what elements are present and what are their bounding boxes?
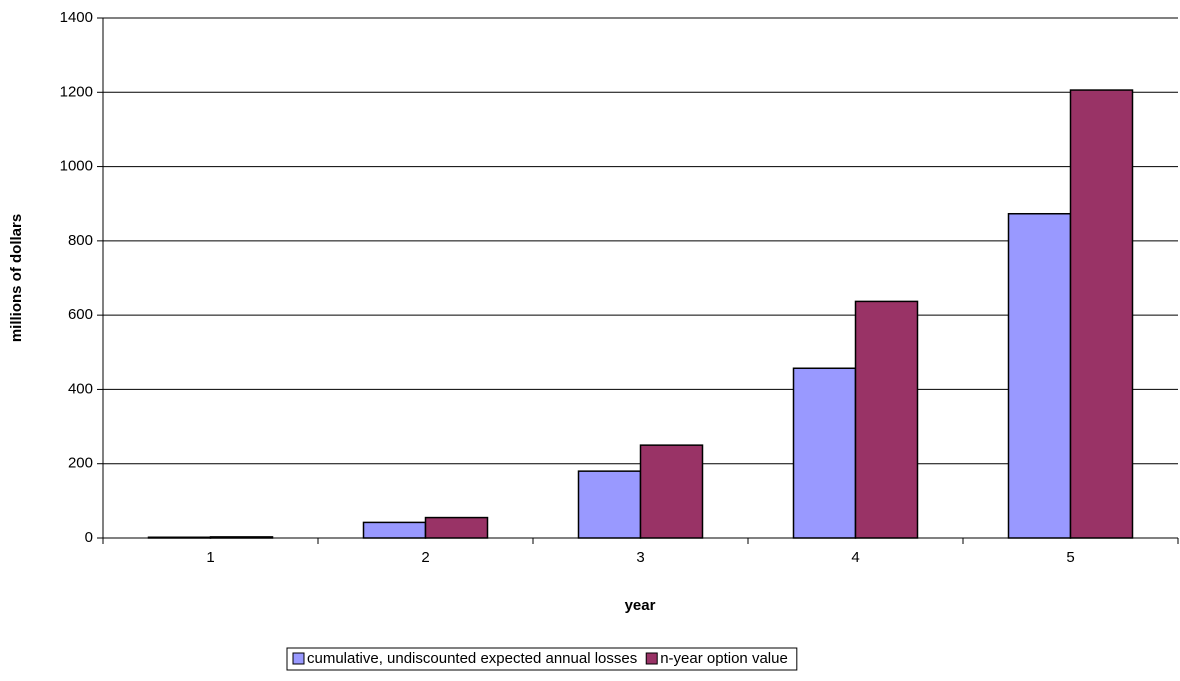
- bar: [362, 521, 427, 539]
- y-tick-label: 1400: [60, 9, 93, 26]
- x-tick-label: 5: [1066, 549, 1074, 566]
- bar: [577, 470, 642, 539]
- y-axis-title: millions of dollars: [8, 214, 25, 342]
- x-tick-label: 1: [206, 549, 214, 566]
- x-tick-label: 2: [421, 549, 429, 566]
- x-axis-title: year: [625, 597, 656, 614]
- x-tick-label: 4: [851, 549, 859, 566]
- bar: [792, 367, 857, 539]
- legend-label: cumulative, undiscounted expected annual…: [307, 650, 637, 667]
- bar: [1069, 89, 1134, 539]
- y-tick-label: 0: [85, 529, 93, 546]
- y-tick-label: 1200: [60, 83, 93, 100]
- bar: [639, 444, 704, 539]
- y-tick-label: 1000: [60, 158, 93, 175]
- y-tick-label: 400: [68, 380, 93, 397]
- bar: [424, 516, 489, 539]
- y-tick-label: 200: [68, 455, 93, 472]
- x-tick-label: 3: [636, 549, 644, 566]
- legend-swatch: [645, 652, 658, 665]
- y-tick-label: 600: [68, 306, 93, 323]
- legend-label: n-year option value: [660, 650, 788, 667]
- y-tick-label: 800: [68, 232, 93, 249]
- bar: [854, 300, 919, 539]
- bar: [1007, 212, 1072, 539]
- legend-swatch: [292, 652, 305, 665]
- legend: [286, 647, 798, 671]
